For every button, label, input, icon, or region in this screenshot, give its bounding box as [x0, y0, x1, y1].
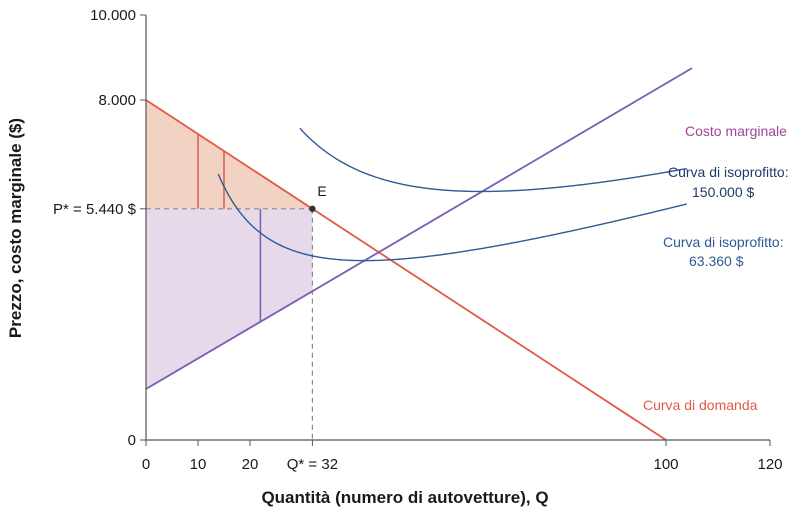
axis-ticks: 0 10 20 Q* = 32 100 120 0 P* = 5.440 $ 8.000 10.0…: [53, 7, 783, 473]
y-tick-label-1: 0: [128, 432, 136, 449]
equilibrium-label: E: [317, 183, 326, 199]
equilibrium-guides: [146, 208, 313, 440]
y-tick-label-4: 10.000: [90, 7, 136, 24]
x-tick-label-6: 120: [757, 456, 782, 473]
x-tick-label-3: 20: [242, 456, 259, 473]
x-tick-label-1: 0: [142, 456, 150, 473]
isoprofit-low-label-line1: Curva di isoprofitto:: [663, 234, 784, 250]
x-tick-label-5: 100: [653, 456, 678, 473]
x-tick-label-2: 10: [190, 456, 207, 473]
x-tick-label-4: Q* = 32: [287, 456, 338, 473]
y-tick-label-3: 8.000: [98, 92, 136, 109]
y-axis-title: Prezzo, costo marginale ($): [6, 118, 25, 338]
producer-surplus-area: [146, 208, 313, 389]
isoprofit-low-label-line2: 63.360 $: [689, 253, 744, 269]
series-demand-1: [145, 99, 667, 441]
x-axis-title: Quantità (numero di autovetture), Q: [261, 488, 548, 507]
surplus-vertical-lines: [197, 134, 262, 321]
equilibrium-point: [309, 205, 316, 212]
isoprofit-high-label-line2: 150.000 $: [692, 184, 754, 200]
series-isoprofit-3: [299, 127, 687, 193]
series-marginal_cost-2: [145, 67, 693, 390]
y-tick-label-2: P* = 5.440 $: [53, 201, 137, 218]
marginal-cost-label: Costo marginale: [685, 123, 787, 139]
surplus-areas: [146, 100, 313, 389]
isoprofit-high-label-line1: Curva di isoprofitto:: [668, 164, 789, 180]
curves: [145, 67, 693, 441]
series-isoprofit-4: [217, 173, 687, 262]
demand-curve-label: Curva di domanda: [643, 397, 758, 413]
